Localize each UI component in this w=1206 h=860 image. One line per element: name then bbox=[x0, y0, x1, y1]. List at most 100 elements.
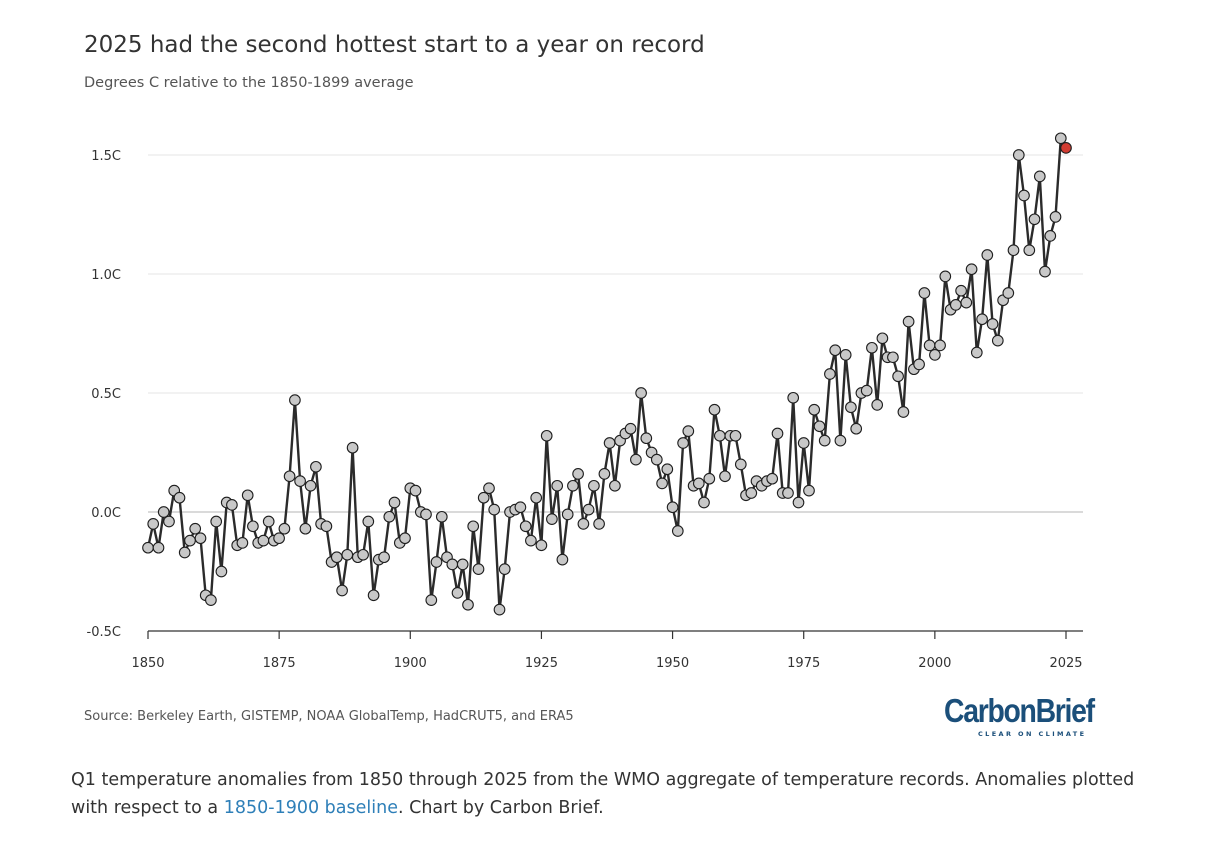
data-point bbox=[719, 470, 731, 483]
data-point bbox=[934, 339, 946, 352]
data-point bbox=[456, 558, 469, 571]
x-tick-label: 1975 bbox=[787, 656, 820, 671]
data-point bbox=[970, 346, 983, 359]
data-point bbox=[540, 429, 553, 442]
data-point bbox=[519, 520, 532, 533]
data-point bbox=[771, 427, 784, 440]
data-point bbox=[535, 539, 548, 552]
data-point bbox=[420, 508, 432, 521]
data-point bbox=[1049, 211, 1062, 223]
data-point bbox=[682, 425, 695, 437]
series-line bbox=[146, 137, 1068, 611]
y-tick-label: 0.5C bbox=[91, 387, 121, 402]
data-point bbox=[792, 496, 805, 509]
data-point bbox=[635, 387, 647, 399]
data-point bbox=[556, 553, 569, 566]
data-point bbox=[435, 510, 448, 523]
data-point bbox=[488, 503, 501, 516]
data-point bbox=[304, 479, 317, 492]
data-point bbox=[210, 515, 223, 528]
data-point bbox=[929, 349, 941, 361]
data-point bbox=[399, 532, 411, 545]
x-tick-label: 1925 bbox=[525, 656, 558, 671]
data-point bbox=[236, 537, 249, 549]
data-point bbox=[525, 534, 537, 547]
x-tick-label: 1900 bbox=[394, 656, 427, 671]
carbon-brief-logo[interactable]: CarbonBrief CLEAR ON CLIMATE bbox=[944, 692, 1104, 744]
data-point bbox=[184, 534, 196, 547]
data-point bbox=[152, 541, 165, 554]
data-point bbox=[834, 434, 847, 447]
data-point bbox=[189, 522, 202, 535]
data-point bbox=[493, 603, 506, 616]
data-point bbox=[866, 341, 878, 354]
data-point bbox=[829, 344, 842, 357]
data-point bbox=[367, 589, 380, 602]
data-point bbox=[766, 472, 779, 485]
data-point bbox=[650, 453, 663, 466]
data-point bbox=[598, 468, 611, 480]
y-tick-label: 1.0C bbox=[91, 268, 121, 283]
data-point bbox=[262, 515, 275, 528]
data-point bbox=[588, 479, 600, 492]
data-point bbox=[283, 470, 296, 483]
data-point bbox=[346, 441, 359, 454]
data-point bbox=[991, 334, 1004, 347]
data-point bbox=[330, 551, 343, 564]
data-point bbox=[1018, 189, 1030, 202]
data-point bbox=[698, 496, 710, 509]
x-tick-label: 1950 bbox=[656, 656, 689, 671]
baseline-link[interactable]: 1850-1900 baseline bbox=[223, 798, 398, 818]
data-point bbox=[310, 460, 322, 473]
data-point bbox=[818, 434, 831, 447]
data-point bbox=[677, 437, 689, 449]
data-point bbox=[446, 558, 459, 571]
data-point bbox=[1012, 149, 1025, 161]
data-point bbox=[572, 468, 584, 480]
data-point bbox=[336, 584, 348, 597]
brand-name: CarbonBrief bbox=[944, 692, 1095, 729]
data-point bbox=[294, 475, 306, 487]
data-point bbox=[860, 384, 873, 397]
data-point bbox=[902, 315, 915, 328]
data-point bbox=[320, 520, 333, 533]
data-point bbox=[378, 551, 390, 564]
data-point bbox=[813, 420, 826, 433]
data-point bbox=[1054, 132, 1067, 145]
data-point bbox=[467, 520, 480, 533]
data-point bbox=[939, 270, 952, 283]
data-point bbox=[577, 518, 590, 530]
data-point bbox=[582, 503, 595, 516]
data-point bbox=[839, 349, 852, 361]
data-point bbox=[845, 401, 857, 414]
data-point bbox=[986, 318, 999, 330]
data-point bbox=[734, 458, 747, 471]
caption-text-start: Q1 temperature anomalies from 1850 throu… bbox=[71, 770, 1135, 818]
data-point bbox=[483, 482, 495, 495]
data-point bbox=[850, 422, 863, 435]
data-point bbox=[451, 587, 464, 599]
x-tick-label: 1850 bbox=[131, 656, 164, 671]
data-point bbox=[824, 368, 836, 380]
data-point bbox=[1039, 265, 1051, 278]
gridlines bbox=[148, 154, 1083, 513]
data-point bbox=[247, 520, 259, 533]
data-point bbox=[656, 477, 668, 490]
data-point bbox=[1007, 244, 1020, 257]
data-point bbox=[462, 598, 474, 611]
data-point bbox=[892, 370, 904, 383]
temperature-anomaly-chart: -0.5C 0.0C 0.5C 1.0C 1.5C 1850 1875 1900 1925 195… bbox=[87, 132, 1083, 671]
data-point bbox=[1028, 213, 1041, 226]
data-point bbox=[215, 565, 228, 578]
data-point bbox=[157, 506, 170, 518]
chart-subtitle: Degrees C relative to the 1850-1899 aver… bbox=[84, 75, 414, 91]
data-point bbox=[923, 339, 936, 352]
x-tick-label: 2000 bbox=[918, 656, 951, 671]
data-point bbox=[666, 501, 679, 514]
data-point bbox=[661, 463, 674, 476]
chart-title: 2025 had the second hottest start to a y… bbox=[84, 32, 705, 58]
data-point bbox=[1002, 287, 1015, 299]
data-point bbox=[887, 351, 899, 364]
y-tick-label: 0.0C bbox=[91, 506, 121, 521]
data-point bbox=[876, 332, 889, 345]
